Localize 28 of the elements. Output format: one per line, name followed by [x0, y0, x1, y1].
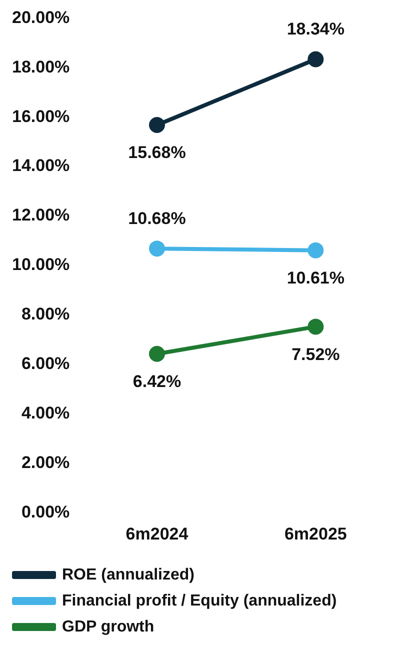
legend-label: ROE (annualized) — [62, 566, 194, 584]
y-tick-label: 10.00% — [12, 255, 70, 274]
y-tick-label: 14.00% — [12, 156, 70, 176]
y-tick-label: 16.00% — [12, 106, 70, 126]
text: 6.42% — [132, 372, 182, 392]
point — [148, 240, 165, 257]
point — [308, 242, 324, 258]
point — [308, 318, 324, 335]
y-tick-label: 0.00% — [21, 502, 70, 522]
text: 15.68% — [128, 143, 186, 162]
y-tick-label: 8.00% — [21, 304, 70, 324]
y-tick-label: 4.00% — [21, 403, 70, 422]
y-tick-label: 12.00% — [12, 206, 70, 225]
legend-label: GDP growth — [62, 618, 154, 636]
y-tick-label: 18.00% — [12, 57, 70, 76]
x-tick-label: 6m2025 — [284, 524, 347, 544]
x-tick-label: 6m2024 — [126, 524, 189, 544]
text: 7.52% — [292, 344, 340, 364]
point — [308, 51, 324, 68]
point — [148, 346, 165, 362]
point — [148, 116, 165, 133]
y-tick-label: 6.00% — [21, 354, 70, 373]
text: 10.68% — [128, 208, 186, 228]
text: 18.34% — [286, 19, 344, 38]
y-tick-label: 2.00% — [21, 452, 70, 472]
y-tick-label: 20.00% — [12, 8, 70, 27]
legend-label: Financial profit / Equity (annualized) — [62, 592, 337, 610]
text: 10.61% — [286, 268, 344, 288]
